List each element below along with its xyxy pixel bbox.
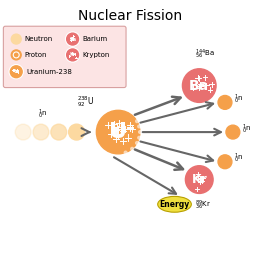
Text: Proton: Proton (24, 52, 47, 58)
Circle shape (66, 32, 80, 46)
Text: Uranium-238: Uranium-238 (26, 69, 72, 75)
Text: Kr: Kr (70, 52, 76, 57)
Circle shape (15, 124, 31, 140)
Circle shape (9, 65, 23, 79)
Text: Krypton: Krypton (82, 52, 110, 58)
Circle shape (179, 66, 219, 106)
Text: $^{1}_{0}$n: $^{1}_{0}$n (234, 152, 243, 165)
Text: $^{89}_{36}$Kr: $^{89}_{36}$Kr (195, 198, 211, 212)
Circle shape (11, 34, 21, 44)
Text: $^{144}_{56}$Ba: $^{144}_{56}$Ba (195, 48, 215, 61)
Circle shape (33, 124, 49, 140)
Circle shape (226, 125, 240, 139)
Circle shape (67, 33, 79, 45)
Circle shape (183, 163, 216, 196)
Text: Kr: Kr (191, 173, 207, 186)
Text: Barium: Barium (82, 36, 108, 42)
Text: $^{238}_{92}$U: $^{238}_{92}$U (77, 94, 94, 109)
Text: Neutron: Neutron (24, 36, 53, 42)
Circle shape (51, 124, 67, 140)
Circle shape (10, 66, 22, 78)
Text: Ba: Ba (69, 37, 76, 42)
Text: Energy: Energy (159, 200, 190, 209)
Circle shape (11, 50, 21, 60)
Text: Nuclear Fission: Nuclear Fission (78, 10, 182, 24)
Text: $^{1}_{0}$n: $^{1}_{0}$n (38, 108, 48, 121)
FancyBboxPatch shape (3, 26, 126, 88)
Circle shape (218, 155, 232, 169)
Circle shape (96, 110, 140, 154)
Text: $^{1}_{0}$n: $^{1}_{0}$n (242, 122, 251, 136)
Circle shape (93, 106, 144, 158)
Ellipse shape (158, 196, 191, 212)
Text: $^{1}_{0}$n: $^{1}_{0}$n (234, 93, 243, 106)
Text: Ba: Ba (189, 79, 209, 93)
Circle shape (218, 95, 232, 109)
Text: U: U (14, 69, 18, 74)
Text: U: U (109, 122, 127, 142)
Circle shape (183, 69, 216, 102)
Circle shape (66, 48, 80, 62)
Circle shape (69, 124, 84, 140)
Circle shape (185, 166, 213, 193)
Circle shape (67, 49, 79, 61)
